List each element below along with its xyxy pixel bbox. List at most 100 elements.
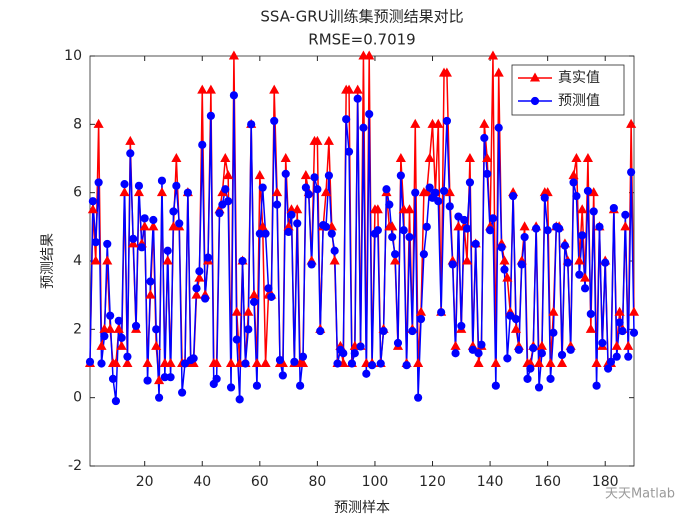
- data-point: [580, 272, 591, 282]
- data-point: [410, 118, 421, 128]
- data-point: [441, 67, 452, 77]
- legend-label: 预测值: [558, 93, 600, 109]
- data-point: [339, 349, 348, 358]
- data-point: [445, 202, 454, 211]
- x-tick-label: 160: [534, 474, 561, 490]
- data-point: [629, 328, 639, 337]
- x-tick-label: 180: [592, 474, 619, 490]
- data-point: [493, 67, 504, 77]
- data-point: [145, 289, 156, 299]
- data-point: [462, 255, 473, 265]
- y-tick-label: 6: [73, 185, 82, 201]
- data-point: [465, 178, 475, 187]
- data-point: [595, 222, 604, 231]
- data-point: [267, 292, 276, 301]
- y-tick-label: 0: [73, 390, 82, 406]
- data-point: [323, 135, 334, 145]
- data-point: [96, 340, 107, 350]
- data-point: [471, 239, 480, 249]
- legend: [511, 64, 625, 116]
- data-point: [156, 187, 168, 197]
- data-point: [448, 260, 457, 269]
- x-tick-label: 20: [136, 474, 154, 490]
- data-point: [229, 91, 239, 100]
- data-point: [494, 123, 503, 132]
- data-point: [490, 357, 501, 367]
- data-point: [129, 234, 138, 243]
- data-point: [416, 314, 426, 324]
- data-point: [342, 115, 351, 124]
- data-point: [620, 221, 631, 231]
- data-point: [556, 357, 568, 367]
- data-point: [111, 396, 121, 406]
- data-point: [231, 306, 242, 316]
- data-point: [546, 374, 555, 383]
- data-point: [220, 152, 231, 162]
- data-point: [488, 214, 498, 223]
- data-point: [414, 393, 423, 402]
- data-point: [113, 323, 124, 333]
- data-point: [424, 152, 435, 162]
- data-point: [194, 272, 205, 282]
- y-tick-label: 8: [73, 116, 82, 132]
- data-point: [300, 170, 311, 180]
- watermark: 天天Matlab: [605, 487, 675, 502]
- data-point: [485, 226, 495, 235]
- data-point: [87, 204, 98, 214]
- data-point: [215, 209, 224, 218]
- data-point: [421, 187, 432, 197]
- data-point: [411, 188, 420, 197]
- data-point: [105, 323, 116, 333]
- data-point: [574, 255, 585, 265]
- data-point: [154, 393, 164, 402]
- data-point: [235, 395, 244, 404]
- data-point: [243, 306, 254, 316]
- data-point: [509, 191, 518, 201]
- data-point: [281, 169, 290, 178]
- data-point: [557, 350, 567, 360]
- data-point: [356, 342, 365, 351]
- data-point: [320, 187, 332, 197]
- data-point: [301, 183, 310, 192]
- data-point: [94, 178, 103, 187]
- data-point: [103, 239, 112, 249]
- data-point: [532, 224, 541, 233]
- series-line: [89, 95, 635, 402]
- chart-title: SSA-GRU训练集预测结果对比: [260, 8, 463, 26]
- data-point: [387, 221, 398, 231]
- data-point: [598, 338, 607, 348]
- data-point: [100, 332, 109, 341]
- data-point: [422, 222, 431, 231]
- data-point: [487, 50, 499, 60]
- data-point: [364, 50, 375, 60]
- data-point: [609, 203, 618, 213]
- x-tick-label: 100: [362, 474, 389, 490]
- data-point: [442, 116, 452, 126]
- data-point: [491, 381, 500, 390]
- data-point: [321, 222, 331, 231]
- data-point: [270, 116, 279, 126]
- data-point: [621, 210, 630, 219]
- data-point: [627, 168, 636, 177]
- data-point: [297, 357, 309, 367]
- data-point: [223, 170, 234, 180]
- data-point: [91, 238, 100, 247]
- data-point: [523, 374, 532, 383]
- data-point: [125, 135, 136, 145]
- data-point: [460, 215, 469, 225]
- data-point: [149, 215, 158, 225]
- data-point: [310, 173, 319, 182]
- data-point: [431, 188, 440, 197]
- data-point: [520, 232, 529, 242]
- data-point: [292, 204, 303, 214]
- data-point: [327, 229, 336, 238]
- data-point: [157, 176, 167, 185]
- data-point: [540, 193, 549, 202]
- data-point: [264, 284, 273, 293]
- data-point: [566, 345, 575, 354]
- data-point: [577, 204, 588, 214]
- data-point: [434, 197, 443, 206]
- x-tick-label: 60: [251, 474, 269, 490]
- data-point: [533, 357, 545, 367]
